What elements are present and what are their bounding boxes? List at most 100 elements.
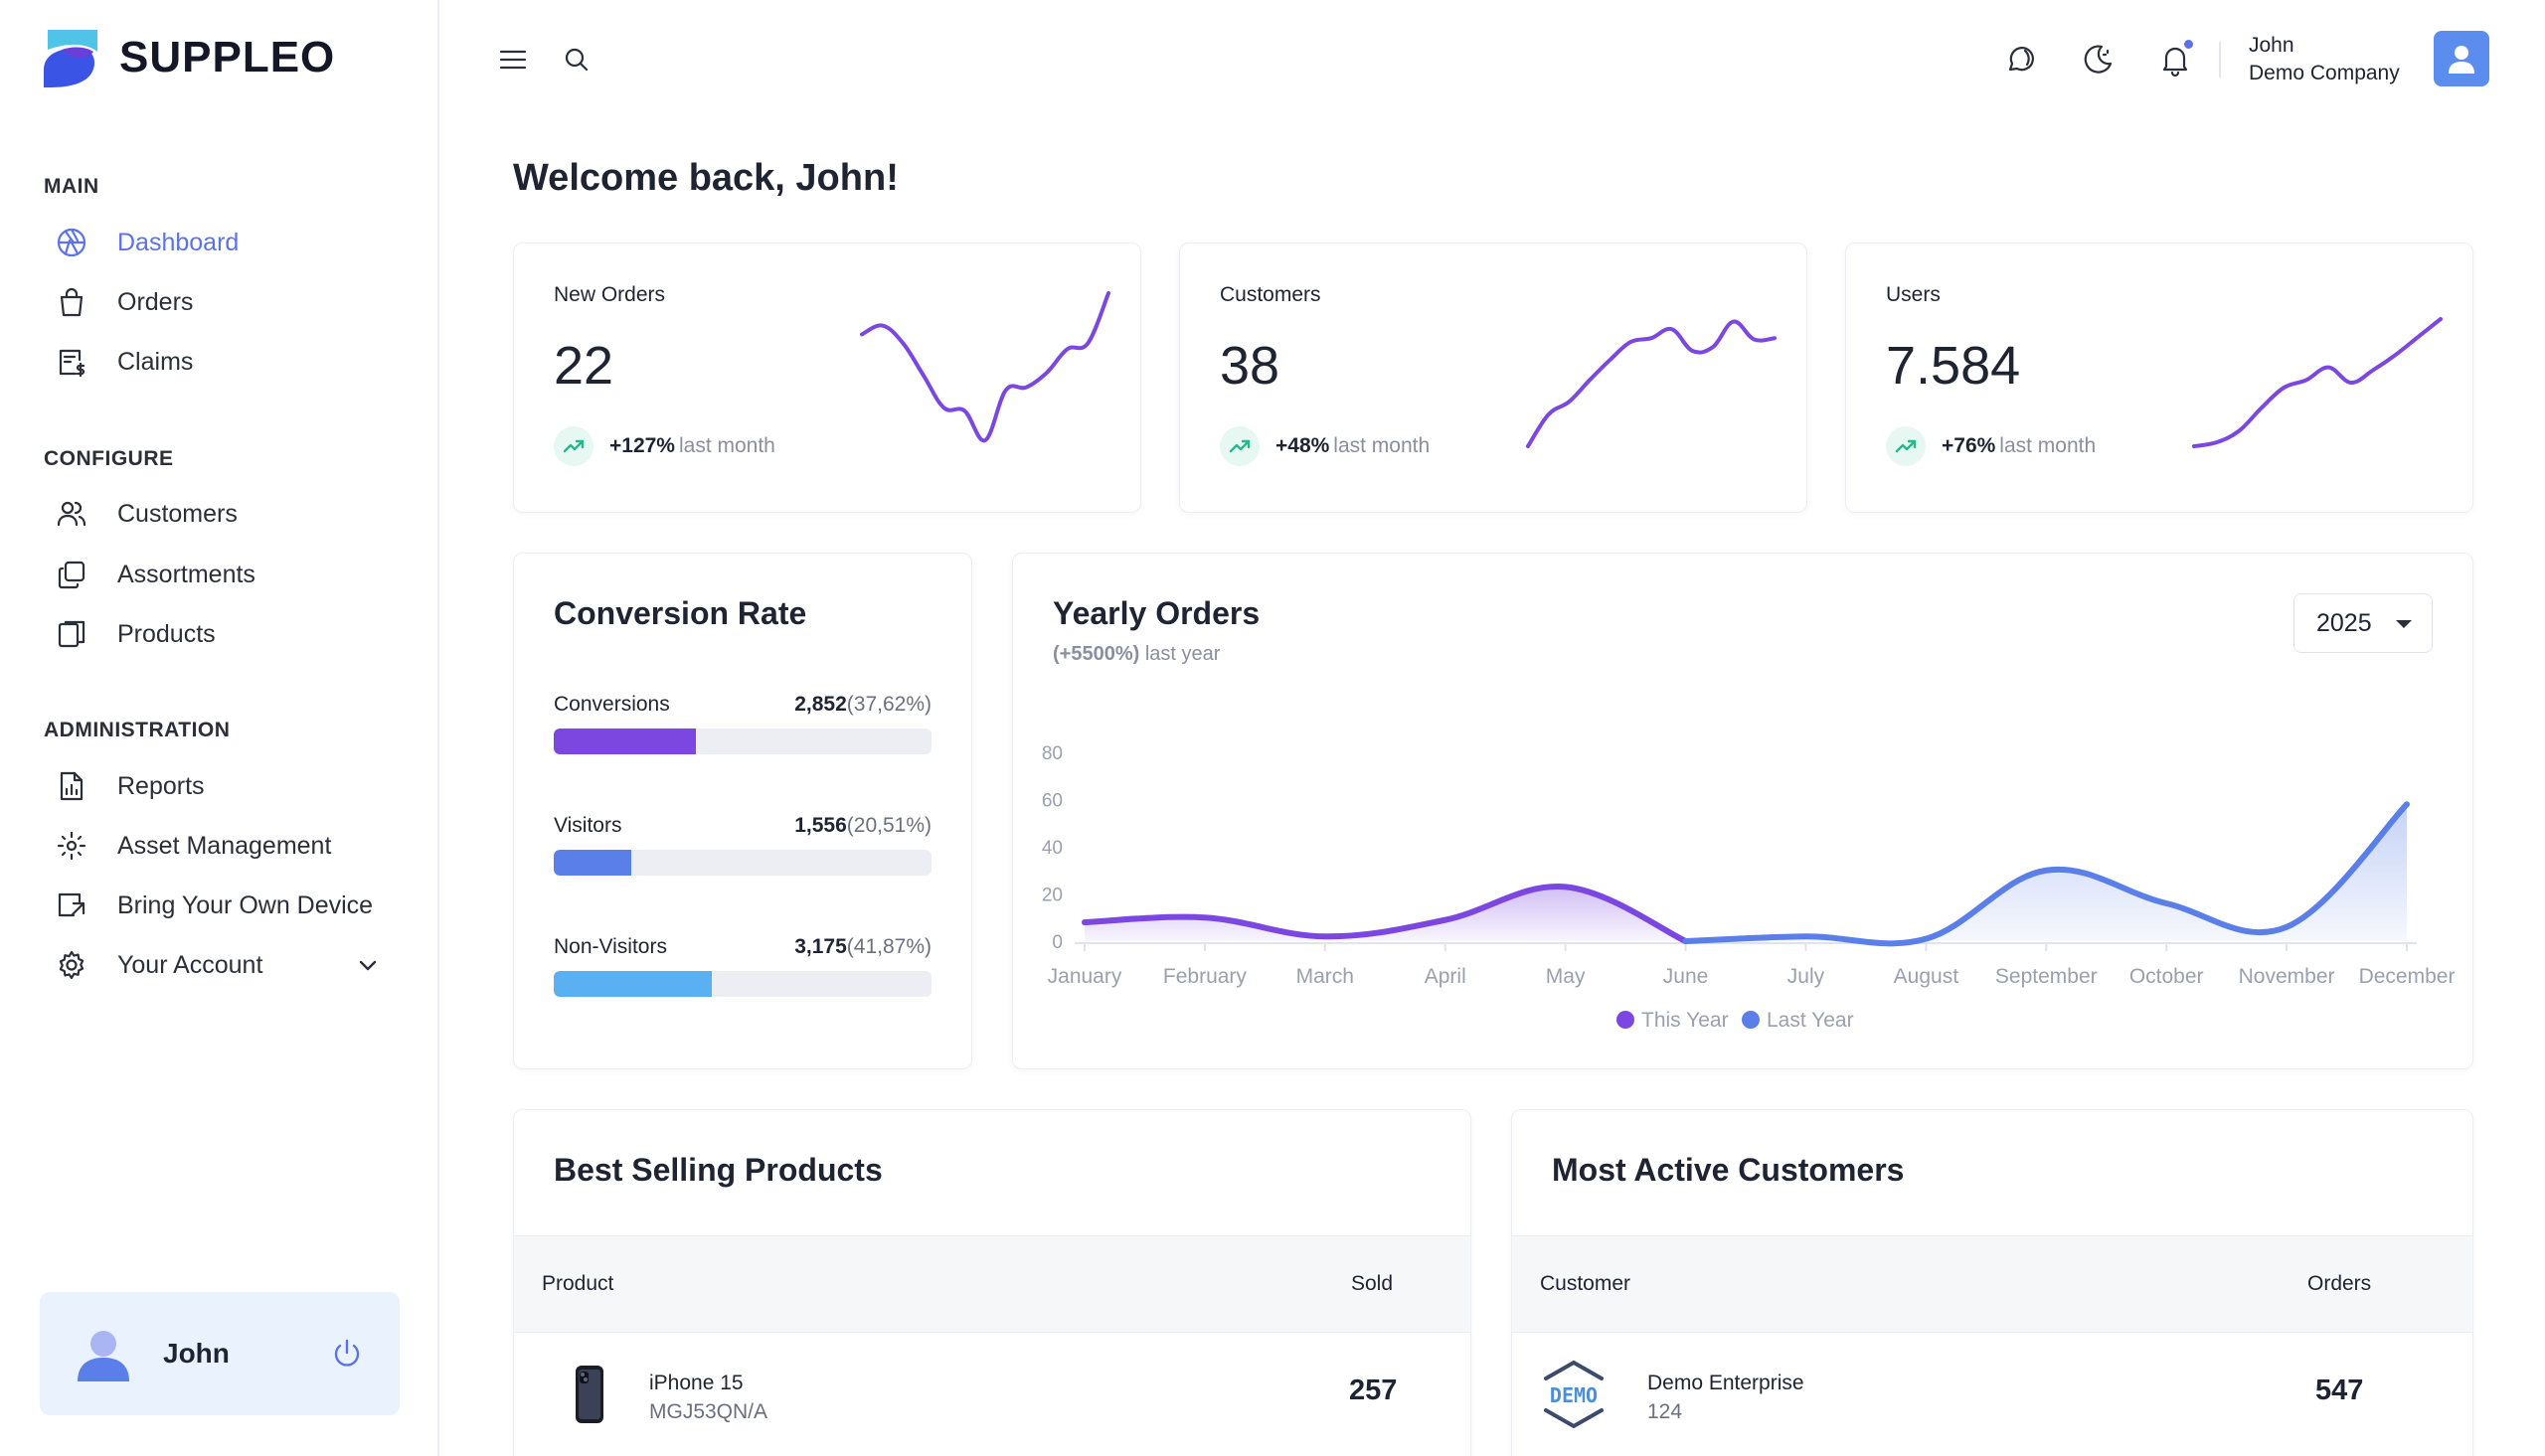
conversion-value: 1,556(20,51%): [794, 814, 932, 838]
stat-title: Customers: [1220, 283, 1321, 306]
sidebar-item-byod[interactable]: Bring Your Own Device: [56, 881, 373, 930]
x-tick-label: August: [1894, 965, 1959, 988]
conversion-percent: (41,87%): [846, 935, 932, 958]
sidebar-item-claims[interactable]: Claims: [56, 337, 193, 387]
power-icon[interactable]: [330, 1337, 364, 1371]
yearly-orders-card: Yearly Orders (+5500%) last year 2025 0 2…: [1012, 553, 2473, 1069]
trending-up-icon: [1220, 426, 1260, 466]
copy-icon: [56, 559, 87, 590]
column-header-sold: Sold: [1351, 1272, 1394, 1295]
sidebar-item-assortments[interactable]: Assortments: [56, 550, 255, 599]
customer-cell: Demo Enterprise 124: [1647, 1369, 1804, 1426]
sidebar-item-products[interactable]: Products: [56, 609, 216, 659]
gear-icon: [56, 949, 87, 981]
stat-card-customers: Customers 38 +48% last month: [1179, 243, 1807, 513]
series-line-0: [1082, 884, 1689, 944]
progress-track: [554, 971, 932, 997]
table-row[interactable]: DEMO Demo Enterprise 124 547: [1512, 1333, 2472, 1452]
phone-thumbnail-icon: [554, 1363, 625, 1426]
y-tick-label: 0: [1052, 932, 1063, 953]
legend-marker: [1616, 1011, 1634, 1029]
progress-fill: [554, 971, 713, 997]
sidebar-item-customers[interactable]: Customers: [56, 489, 238, 539]
stat-value: 22: [554, 336, 614, 396]
progress-track: [554, 850, 932, 876]
series-area-1: [1685, 804, 2407, 944]
bell-icon[interactable]: [2157, 38, 2195, 78]
brand-logo[interactable]: SUPPLEO: [40, 26, 335, 89]
series-line-1: [1682, 801, 2410, 947]
sparkline: [2192, 317, 2443, 448]
report-icon: [56, 770, 87, 802]
customer-id: 124: [1647, 1400, 1683, 1423]
topbar-avatar[interactable]: [2434, 31, 2489, 86]
conversion-row: Non-Visitors 3,175(41,87%): [554, 935, 932, 997]
stat-value: 7.584: [1886, 336, 2021, 396]
conversion-value: 2,852(37,62%): [794, 693, 932, 717]
sparkline-series: [1526, 319, 1777, 448]
scan-target-icon: [56, 830, 87, 862]
search-icon[interactable]: [559, 42, 594, 78]
conversion-count: 2,852: [794, 693, 847, 716]
sidebar-item-label: Assortments: [117, 560, 255, 588]
stat-trend: +48% last month: [1220, 426, 1430, 466]
yearly-change: (+5500%): [1053, 643, 1140, 665]
x-tick-label: December: [2359, 965, 2456, 988]
card-subtitle: (+5500%) last year: [1053, 643, 1220, 666]
sidebar-item-label: Products: [117, 619, 216, 648]
chevron-down-icon[interactable]: [354, 951, 382, 979]
stat-change: +127%: [609, 434, 675, 457]
most-active-customers-card: Most Active Customers Customer Orders DE…: [1511, 1109, 2473, 1456]
stat-card-new-orders: New Orders 22 +127% last month: [513, 243, 1141, 513]
topbar-user-name: John: [2249, 34, 2294, 57]
sidebar-item-asset-management[interactable]: Asset Management: [56, 821, 331, 871]
hamburger-menu-icon[interactable]: [495, 42, 531, 78]
sparkline-series: [860, 291, 1110, 443]
sidebar-item-your-account[interactable]: Your Account: [56, 940, 262, 990]
moon-icon[interactable]: [2080, 42, 2116, 78]
stat-card-users: Users 7.584 +76% last month: [1845, 243, 2473, 513]
x-tick-label: July: [1787, 965, 1825, 988]
product-sku: MGJ53QN/A: [649, 1400, 768, 1423]
x-tick-label: June: [1663, 965, 1709, 988]
sidebar: SUPPLEO MAIN Dashboard Orders Claims CON…: [0, 0, 439, 1456]
sidebar-item-dashboard[interactable]: Dashboard: [56, 218, 239, 267]
sidebar-user-card: John: [40, 1292, 400, 1415]
chat-bubble-icon[interactable]: [2002, 42, 2038, 78]
topbar-user[interactable]: John Demo Company: [2249, 32, 2400, 87]
card-title: Yearly Orders: [1053, 595, 1261, 631]
stat-trend: +76% last month: [1886, 426, 2096, 466]
caret-down-icon: [2396, 620, 2412, 628]
sidebar-item-label: Reports: [117, 771, 205, 800]
yearly-period: last year: [1144, 643, 1221, 665]
year-select-value: 2025: [2316, 608, 2372, 637]
conversion-percent: (20,51%): [846, 814, 932, 837]
sidebar-item-label: Dashboard: [117, 228, 240, 256]
sparkline: [860, 291, 1110, 443]
sparkline-series: [2192, 317, 2443, 448]
device-share-icon: [56, 890, 87, 921]
sidebar-item-reports[interactable]: Reports: [56, 761, 205, 811]
sidebar-item-orders[interactable]: Orders: [56, 277, 193, 327]
x-tick-label: May: [1546, 965, 1586, 988]
brand-name: SUPPLEO: [119, 33, 336, 81]
users-icon: [56, 498, 87, 530]
table-row[interactable]: iPhone 15 MGJ53QN/A 257: [514, 1333, 1470, 1452]
shopping-bag-icon: [56, 286, 87, 318]
conversion-percent: (37,62%): [846, 693, 932, 716]
table-header: Product Sold: [514, 1235, 1470, 1333]
x-tick-label: March: [1296, 965, 1354, 988]
conversion-row: Visitors 1,556(20,51%): [554, 814, 932, 876]
stat-change: +76%: [1942, 434, 1996, 457]
conversion-row: Conversions 2,852(37,62%): [554, 693, 932, 754]
conversion-rate-card: Conversion Rate Conversions 2,852(37,62%…: [513, 553, 972, 1069]
conversion-label: Conversions: [554, 693, 670, 716]
aperture-icon: [56, 227, 87, 258]
card-title: Best Selling Products: [554, 1152, 883, 1188]
x-tick-label: April: [1425, 965, 1466, 988]
stat-period: last month: [1333, 434, 1431, 457]
sidebar-item-label: Asset Management: [117, 831, 332, 860]
stat-value: 38: [1220, 336, 1280, 396]
invoice-dollar-icon: [56, 346, 87, 378]
year-select[interactable]: 2025: [2293, 593, 2433, 653]
